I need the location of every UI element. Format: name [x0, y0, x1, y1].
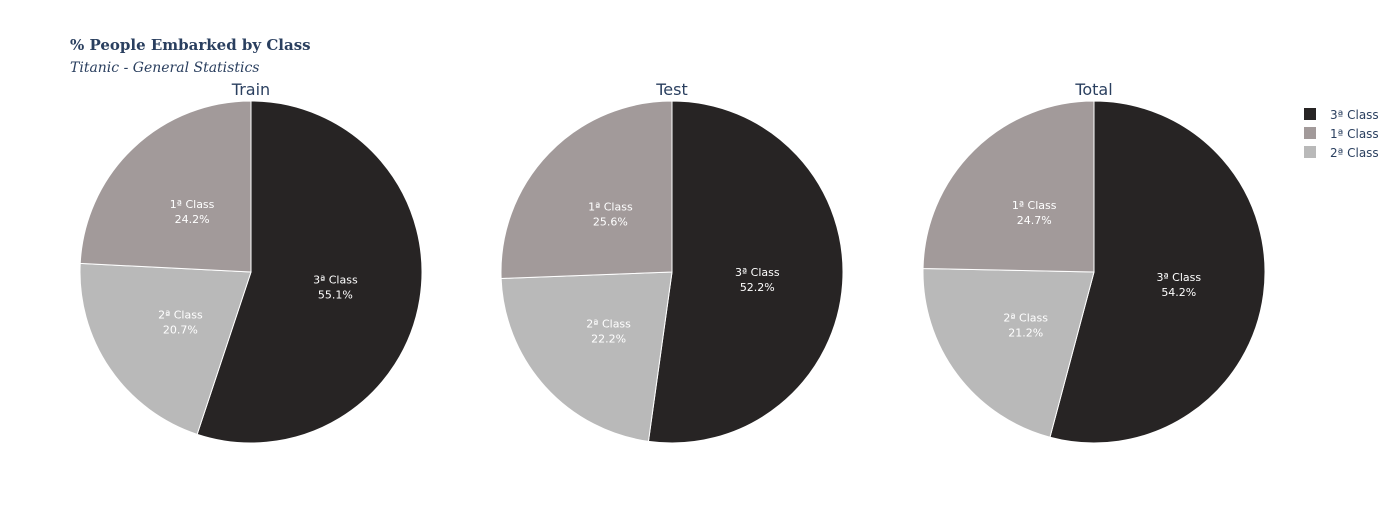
- legend-label: 3ª Class: [1330, 108, 1379, 122]
- pie-slice-2a-class[interactable]: [500, 271, 673, 442]
- pie-slice-3a-class[interactable]: [196, 100, 423, 444]
- pie-title: Total: [1074, 80, 1112, 99]
- pie-slice-2a-class[interactable]: [922, 267, 1095, 438]
- legend-swatch: [1304, 127, 1316, 139]
- slice-label: 3ª Class: [735, 266, 780, 279]
- slice-percent: 21.2%: [1008, 326, 1043, 339]
- chart-title: % People Embarked by Class: [70, 36, 311, 54]
- pie-test: 3ª Class 52.2% 2ª Class 22.2% 1ª Class 25.6% T…: [500, 80, 844, 444]
- pie-train: 3ª Class 55.1% 2ª Class 20.7% 1ª Class 24.2% T…: [79, 80, 423, 444]
- legend-swatch: [1304, 108, 1316, 120]
- slice-percent: 24.7%: [1017, 214, 1052, 227]
- pie-slice-3a-class[interactable]: [647, 100, 844, 444]
- pie-title: Train: [231, 80, 270, 99]
- pie-slice-1a-class[interactable]: [922, 100, 1095, 273]
- pie-total: 3ª Class 54.2% 2ª Class 21.2% 1ª Class 24.7% T…: [922, 80, 1266, 444]
- slice-label: 2ª Class: [1003, 311, 1048, 324]
- legend-item-3a-class[interactable]: 3ª Class: [1304, 108, 1379, 122]
- slice-label: 2ª Class: [586, 317, 631, 330]
- legend-item-1a-class[interactable]: 1ª Class: [1304, 127, 1379, 141]
- legend-swatch: [1304, 146, 1316, 158]
- slice-percent: 22.2%: [591, 332, 626, 345]
- pie-title: Test: [655, 80, 688, 99]
- slice-label: 2ª Class: [158, 308, 203, 321]
- slice-percent: 55.1%: [318, 289, 353, 302]
- slice-label: 1ª Class: [588, 201, 633, 214]
- slice-label: 3ª Class: [1156, 271, 1201, 284]
- pie-slice-1a-class[interactable]: [79, 100, 252, 273]
- chart-subtitle: Titanic - General Statistics: [70, 60, 259, 76]
- pie-slice-1a-class[interactable]: [500, 100, 673, 279]
- pie-slice-3a-class[interactable]: [1049, 100, 1266, 444]
- slice-percent: 24.2%: [175, 213, 210, 226]
- slice-percent: 54.2%: [1161, 286, 1196, 299]
- legend-label: 2ª Class: [1330, 146, 1379, 160]
- pie-slice-2a-class[interactable]: [79, 262, 252, 435]
- legend-item-2a-class[interactable]: 2ª Class: [1304, 146, 1379, 160]
- slice-label: 3ª Class: [313, 274, 358, 287]
- slice-label: 1ª Class: [170, 198, 215, 211]
- slice-percent: 20.7%: [163, 323, 198, 336]
- legend-label: 1ª Class: [1330, 127, 1379, 141]
- slice-percent: 52.2%: [740, 281, 775, 294]
- slice-label: 1ª Class: [1012, 199, 1057, 212]
- pies-group: 3ª Class 55.1% 2ª Class 20.7% 1ª Class 24.2% T…: [79, 80, 1266, 444]
- legend: 3ª Class 1ª Class 2ª Class: [1304, 108, 1379, 160]
- slice-percent: 25.6%: [593, 216, 628, 229]
